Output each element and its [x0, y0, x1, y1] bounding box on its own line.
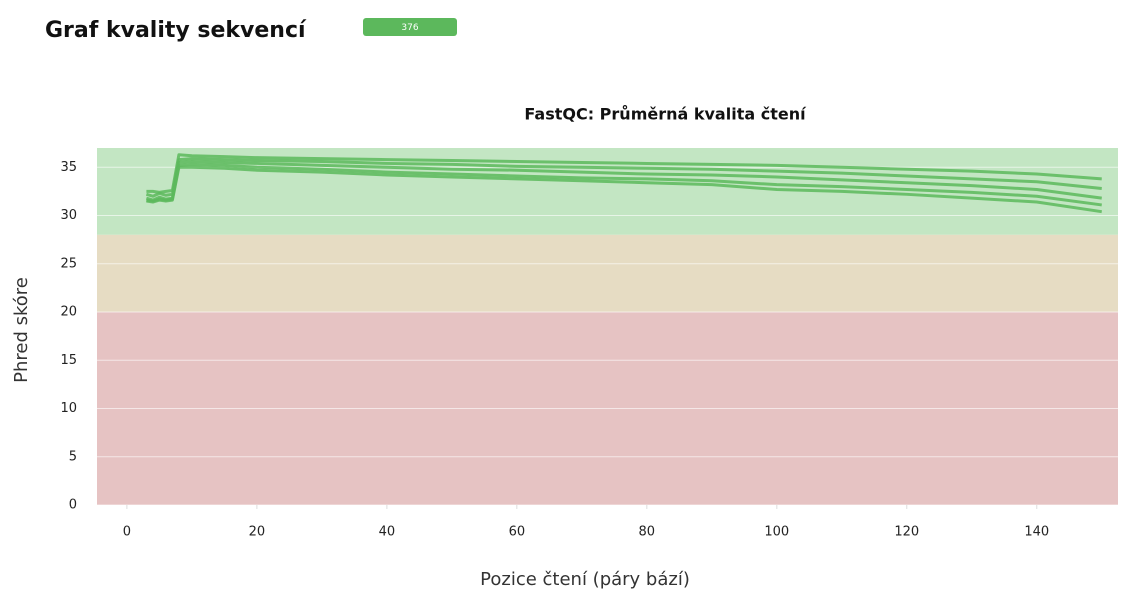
y-tick-label: 20	[60, 305, 77, 320]
y-tick-label: 10	[60, 401, 77, 416]
y-tick-label: 15	[60, 353, 77, 368]
y-tick-label: 5	[69, 449, 77, 464]
badge: 376	[401, 23, 418, 33]
y-tick-label: 35	[60, 160, 77, 175]
x-tick-label: 140	[1024, 525, 1049, 540]
series-line	[146, 153, 1102, 194]
x-tick-label: 120	[894, 525, 919, 540]
badge-bg	[363, 18, 457, 36]
page-title: Graf kvality sekvencí	[45, 18, 307, 43]
series-line	[145, 157, 1102, 198]
band	[97, 234, 1118, 313]
y-axis-label: Phred skóre	[11, 277, 32, 383]
x-tick-label: 20	[249, 525, 266, 540]
x-tick-label: 60	[509, 525, 526, 540]
x-axis-label: Pozice čtení (páry bází)	[480, 569, 690, 590]
x-tick-label: 80	[639, 525, 656, 540]
y-tick-label: 25	[60, 256, 77, 271]
x-tick-label: 100	[764, 525, 789, 540]
x-tick-label: 40	[379, 525, 396, 540]
y-tick-label: 30	[60, 208, 77, 223]
y-tick-label: 0	[69, 498, 77, 513]
chart-title: FastQC: Průměrná kvalita čtení	[524, 105, 807, 124]
x-tick-label: 0	[123, 525, 131, 540]
series-line	[146, 165, 1102, 214]
